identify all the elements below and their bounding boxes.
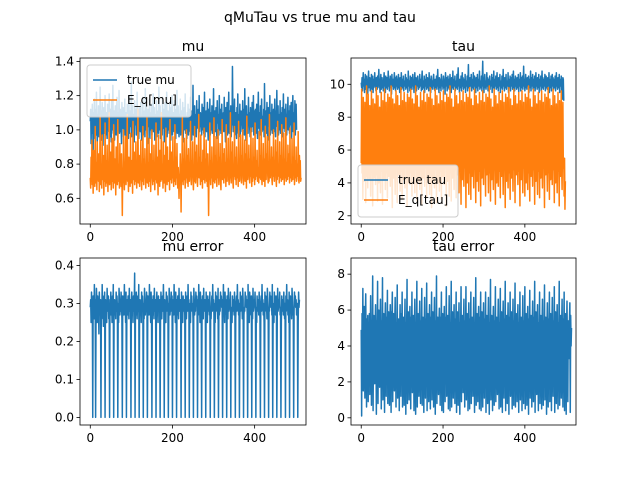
legend-label-mu-0: true mu	[127, 73, 175, 87]
x-tick-label-tau-0: 0	[357, 230, 365, 244]
y-tick-label-mu-4: 1.4	[55, 54, 74, 68]
legend-label-mu-1: E_q[mu]	[127, 93, 177, 107]
axes-title-mu: mu	[182, 39, 205, 55]
y-tick-label-mu_error-0: 0.0	[55, 410, 74, 424]
y-tick-label-mu-3: 1.2	[55, 89, 74, 103]
series-line-tau_error-0	[360, 275, 573, 417]
y-tick-label-tau_error-0: 0	[337, 411, 345, 425]
y-tick-label-mu-0: 0.6	[55, 191, 74, 205]
series-line-mu_error-0	[89, 272, 301, 419]
axes-frame-mu	[79, 57, 307, 225]
x-tick-label-mu-1: 200	[161, 230, 184, 244]
y-tick-label-mu_error-1: 0.1	[55, 372, 74, 386]
axes-frame-tau	[350, 57, 577, 225]
y-tick-label-tau_error-1: 2	[337, 375, 345, 389]
x-tick-label-tau_error-0: 0	[357, 431, 365, 445]
axes-title-tau: tau	[452, 39, 475, 55]
y-tick-label-tau_error-3: 6	[337, 303, 345, 317]
y-tick-label-tau-3: 8	[337, 110, 345, 124]
figure-title: qMuTau vs true mu and tau	[224, 10, 416, 26]
y-tick-label-tau-4: 10	[330, 77, 345, 91]
legend-label-tau-0: true tau	[398, 173, 446, 187]
panel-tau_error: 0 200 400 0 2 4 6 8 tau error	[337, 239, 577, 445]
axes-title-tau_error: tau error	[433, 239, 495, 255]
y-tick-label-tau_error-2: 4	[337, 339, 345, 353]
y-tick-label-mu_error-3: 0.3	[55, 297, 74, 311]
y-tick-label-mu-2: 1.0	[55, 123, 74, 137]
axes-frame-tau_error	[350, 257, 577, 426]
x-tick-label-mu_error-1: 200	[161, 431, 184, 445]
legend-mu: true mu E_q[mu]	[86, 64, 192, 118]
panel-mu_error: 0 200 400 0.0 0.1 0.2 0.3 0.4 mu error	[55, 239, 307, 445]
x-tick-label-mu-2: 400	[243, 230, 266, 244]
y-tick-label-mu_error-2: 0.2	[55, 335, 74, 349]
legend-label-tau-1: E_q[tau]	[398, 193, 448, 207]
legend-box-tau	[357, 164, 459, 218]
y-tick-label-tau-1: 4	[337, 176, 345, 190]
y-tick-label-tau-0: 2	[337, 209, 345, 223]
legend-tau: true tau E_q[tau]	[357, 164, 459, 218]
x-tick-label-tau_error-2: 400	[513, 431, 536, 445]
y-tick-label-mu_error-4: 0.4	[55, 259, 74, 273]
x-tick-label-tau-1: 200	[432, 230, 455, 244]
panel-tau: 0 200 400 2 4 6 8 10 tau true tau E_q[tau]	[330, 39, 577, 244]
x-tick-label-tau_error-1: 200	[432, 431, 455, 445]
axes-title-mu_error: mu error	[163, 239, 224, 255]
x-tick-label-tau-2: 400	[513, 230, 536, 244]
panel-mu: 0 200 400 0.6 0.8 1.0 1.2 1.4 mu true mu E_q[mu]	[55, 39, 307, 244]
y-tick-label-tau-2: 6	[337, 143, 345, 157]
legend-box-mu	[86, 64, 192, 118]
x-tick-label-mu-0: 0	[86, 230, 94, 244]
x-tick-label-mu_error-0: 0	[86, 431, 94, 445]
x-tick-label-mu_error-2: 400	[243, 431, 266, 445]
y-tick-label-mu-1: 0.8	[55, 157, 74, 171]
series-line-mu-1	[89, 108, 302, 217]
y-tick-label-tau_error-4: 8	[337, 267, 345, 281]
series-line-tau-0	[360, 60, 565, 101]
